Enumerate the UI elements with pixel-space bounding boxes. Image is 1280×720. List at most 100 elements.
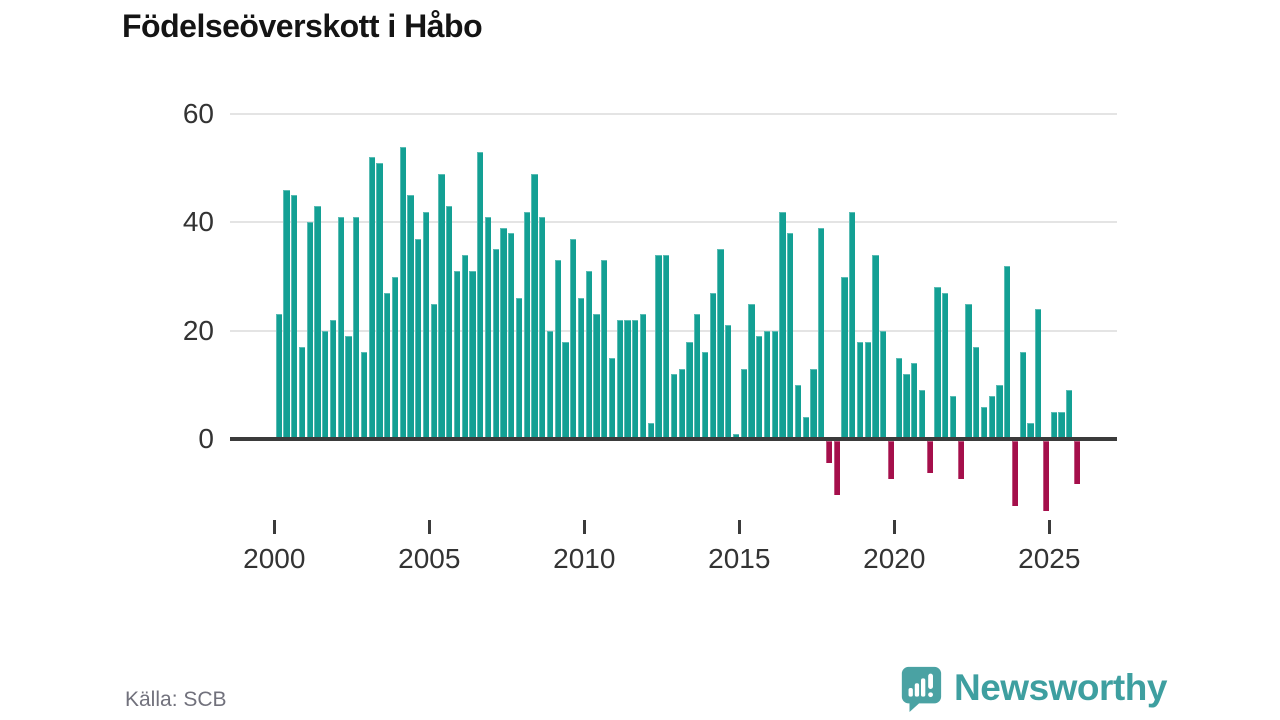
bar-2014q1 <box>709 292 716 439</box>
bar-2013q3 <box>694 314 701 439</box>
bar-2010q3 <box>601 260 608 439</box>
bar-2014q4 <box>732 433 740 439</box>
x-axis-label-2000: 2000 <box>243 543 306 574</box>
bar-2024q4 <box>1042 441 1050 512</box>
y-axis-label-40: 40 <box>182 206 214 238</box>
bar-2023q2 <box>996 384 1003 439</box>
bar-2020q2 <box>903 374 910 439</box>
x-axis-tick-2005 <box>427 520 431 534</box>
gridline-60 <box>230 113 1117 116</box>
bar-2025q2 <box>1058 411 1065 439</box>
bar-2019q4 <box>887 441 895 479</box>
bar-2002q2 <box>345 336 352 439</box>
bar-2023q4 <box>1011 441 1019 506</box>
bar-2007q4 <box>515 298 523 439</box>
bar-2024q2 <box>1027 422 1034 439</box>
bar-2024q3 <box>1035 309 1042 439</box>
bar-2000q1 <box>275 314 282 439</box>
bar-2006q4 <box>484 216 492 439</box>
gridline-40 <box>230 221 1117 224</box>
bar-2010q4 <box>608 357 616 439</box>
bar-2016q4 <box>794 384 802 439</box>
bar-2004q3 <box>415 238 422 439</box>
bar-2020q1 <box>895 357 902 439</box>
bar-2012q4 <box>670 374 678 439</box>
bar-2020q3 <box>911 363 918 439</box>
bar-2001q2 <box>314 206 321 439</box>
bar-2000q4 <box>298 346 306 439</box>
bar-2003q1 <box>368 157 375 439</box>
bar-2023q3 <box>1004 265 1011 439</box>
bar-2004q2 <box>407 195 414 439</box>
bar-2014q3 <box>725 325 732 439</box>
x-axis-label-2015: 2015 <box>708 543 771 574</box>
bar-2009q1 <box>554 260 561 439</box>
bar-2018q1 <box>833 441 840 496</box>
bar-2012q3 <box>663 254 670 439</box>
bar-2021q4 <box>949 395 957 439</box>
bar-2017q1 <box>802 417 809 439</box>
bar-2002q1 <box>337 216 344 439</box>
bar-2022q1 <box>957 441 964 479</box>
bar-2010q2 <box>593 314 600 439</box>
bar-2004q1 <box>399 146 406 439</box>
bar-2024q1 <box>1019 352 1026 439</box>
bar-2006q1 <box>461 254 468 439</box>
bar-2017q3 <box>818 227 825 439</box>
x-axis-label-2005: 2005 <box>398 543 461 574</box>
bar-2017q2 <box>810 368 817 439</box>
bar-2005q3 <box>446 206 453 439</box>
bar-2001q3 <box>322 330 329 439</box>
bar-2002q3 <box>353 216 360 439</box>
bar-2025q3 <box>1066 390 1073 439</box>
bar-2021q2 <box>934 287 941 439</box>
bar-2004q4 <box>422 211 430 439</box>
bar-2008q4 <box>546 330 554 439</box>
bar-2008q3 <box>539 216 546 439</box>
bar-2012q1 <box>647 422 654 439</box>
bar-2019q1 <box>864 341 871 439</box>
newsworthy-logo-icon <box>898 664 944 712</box>
y-axis-label-0: 0 <box>198 423 214 454</box>
bar-2011q3 <box>632 319 639 439</box>
bar-2007q2 <box>500 227 507 439</box>
bar-2016q1 <box>771 330 778 439</box>
bar-2011q4 <box>639 314 647 439</box>
bar-2011q1 <box>616 319 623 439</box>
bar-2020q4 <box>918 390 926 439</box>
chart-title: Födelseöverskott i Håbo <box>122 8 483 44</box>
bar-2022q4 <box>980 406 988 439</box>
bar-2017q4 <box>825 441 833 463</box>
newsworthy-logo[interactable]: Newsworthy <box>898 664 1167 712</box>
bar-2022q3 <box>973 346 980 439</box>
bar-2007q3 <box>508 233 515 439</box>
x-axis-label-2010: 2010 <box>553 543 616 574</box>
bar-2018q2 <box>841 276 848 439</box>
bar-2022q2 <box>965 303 972 439</box>
bar-2013q2 <box>686 341 693 439</box>
bar-2010q1 <box>585 271 592 439</box>
bar-2000q2 <box>283 189 290 439</box>
x-axis-line <box>230 437 1117 441</box>
bar-2014q2 <box>717 249 724 439</box>
x-axis-tick-2020 <box>892 520 896 534</box>
bar-2015q3 <box>756 336 763 439</box>
bar-2015q1 <box>740 368 747 439</box>
bar-2002q4 <box>360 352 368 439</box>
bar-2019q3 <box>880 330 887 439</box>
x-axis-tick-2000 <box>272 520 276 534</box>
bar-2013q4 <box>701 352 709 439</box>
bar-2025q1 <box>1050 411 1057 439</box>
y-axis-label-20: 20 <box>182 314 214 346</box>
x-axis-label-2020: 2020 <box>863 543 926 574</box>
bar-2009q3 <box>570 238 577 439</box>
bar-2019q2 <box>872 254 879 439</box>
source-label: Källa: SCB <box>125 688 227 711</box>
x-axis-label-2025: 2025 <box>1018 543 1081 574</box>
bar-2015q4 <box>763 330 771 439</box>
bar-2009q4 <box>577 298 585 439</box>
bar-2015q2 <box>748 303 755 439</box>
bar-2009q2 <box>562 341 569 439</box>
bar-2006q2 <box>469 271 476 439</box>
